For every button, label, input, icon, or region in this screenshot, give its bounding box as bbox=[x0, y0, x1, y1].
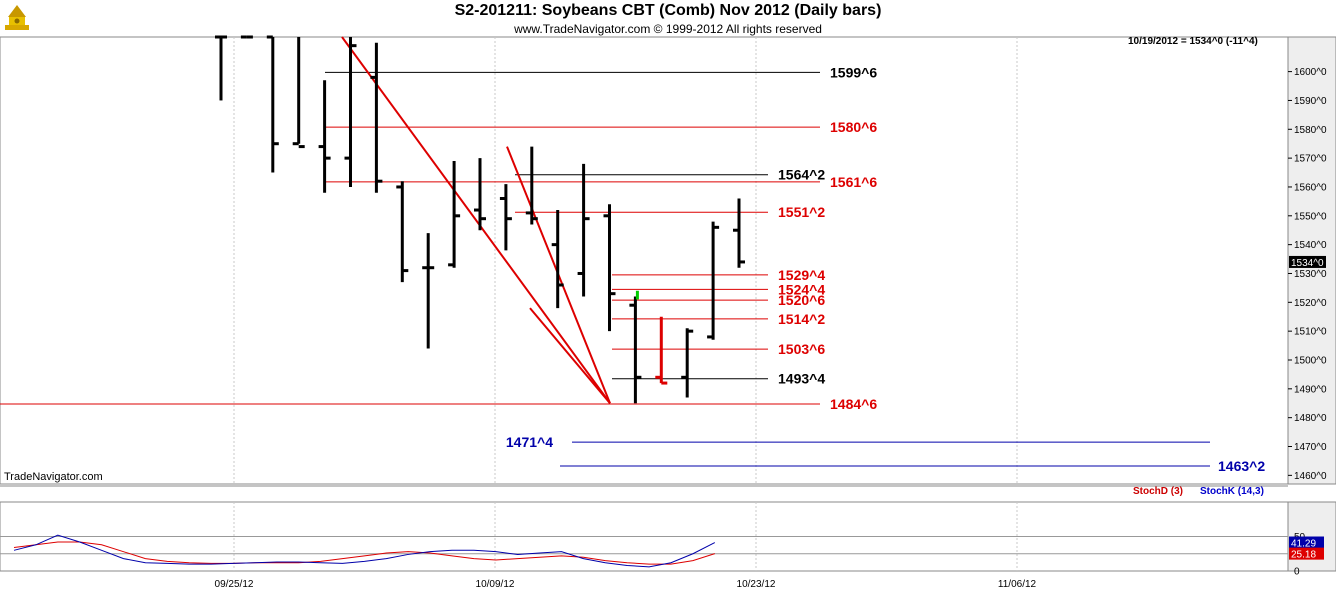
tradenavigator-logo-icon bbox=[2, 3, 32, 33]
level-label: 1599^6 bbox=[830, 64, 877, 80]
ohlc-bar bbox=[733, 198, 745, 268]
ohlc-bar bbox=[681, 328, 694, 398]
stochd-value: 25.18 bbox=[1291, 550, 1316, 561]
level-label: 1471^4 bbox=[506, 434, 553, 450]
ohlc-bar bbox=[629, 296, 642, 404]
x-tick-label: 10/09/12 bbox=[476, 579, 515, 590]
ohlc-bar bbox=[370, 42, 383, 193]
price-readout: 10/19/2012 = 1534^0 (-11^4) bbox=[1128, 36, 1258, 47]
ohlc-bar bbox=[499, 184, 512, 251]
ohlc-bar bbox=[318, 80, 331, 193]
ohlc-bar bbox=[422, 233, 435, 349]
stochk-value-box bbox=[1289, 536, 1324, 549]
chart-title: S2-201211: Soybeans CBT (Comb) Nov 2012 … bbox=[454, 2, 882, 19]
stoch-line-red bbox=[13, 541, 715, 565]
copyright-subtitle: www.TradeNavigator.com © 1999-2012 All r… bbox=[514, 22, 822, 36]
level-label: 1561^6 bbox=[830, 174, 877, 190]
y-tick-label: 1540^0 bbox=[1294, 240, 1327, 251]
y-tick-label: 1580^0 bbox=[1294, 125, 1327, 136]
y-tick-label: 1530^0 bbox=[1294, 269, 1327, 280]
y-tick-label: 1470^0 bbox=[1294, 442, 1327, 453]
ohlc-bar bbox=[215, 35, 227, 101]
ohlc-bar bbox=[266, 35, 279, 173]
y-tick-label: 1550^0 bbox=[1294, 211, 1327, 222]
ohlc-bar bbox=[396, 181, 409, 283]
ohlc-bar bbox=[292, 37, 305, 149]
ohlc-bar bbox=[603, 204, 616, 332]
legend-stochk: StochK (14,3) bbox=[1200, 486, 1264, 497]
x-tick-label: 10/23/12 bbox=[737, 579, 776, 590]
y-tick-label: 1600^0 bbox=[1294, 67, 1327, 78]
ohlc-bar bbox=[655, 316, 668, 385]
ohlc-bar bbox=[474, 158, 486, 231]
stochd-value-box bbox=[1289, 547, 1324, 560]
trendline-long bbox=[341, 36, 611, 404]
ohlc-bar bbox=[707, 221, 720, 340]
x-tick-label: 09/25/12 bbox=[215, 579, 254, 590]
stoch-line-blue bbox=[13, 534, 716, 568]
ohlc-bar bbox=[344, 37, 357, 187]
y-tick-label: 1560^0 bbox=[1294, 182, 1327, 193]
level-label: 1520^6 bbox=[778, 292, 825, 308]
legend-stochd: StochD (3) bbox=[1133, 486, 1183, 497]
level-label: 1493^4 bbox=[778, 371, 825, 387]
level-label: 1514^2 bbox=[778, 311, 825, 327]
y-tick-label: 1500^0 bbox=[1294, 355, 1327, 366]
level-label: 1529^4 bbox=[778, 267, 825, 283]
ohlc-bar bbox=[551, 210, 564, 309]
ohlc-bar bbox=[525, 146, 538, 225]
ohlc-bar bbox=[448, 161, 461, 268]
level-label: 1551^2 bbox=[778, 204, 825, 220]
level-label: 1564^2 bbox=[778, 167, 825, 183]
y-tick-label: 1460^0 bbox=[1294, 471, 1327, 482]
level-label: 1524^4 bbox=[778, 281, 825, 297]
y-tick-label: 1510^0 bbox=[1294, 327, 1327, 338]
x-tick-label: 11/06/12 bbox=[998, 579, 1037, 590]
last-price-label: 1534^0 bbox=[1291, 258, 1324, 269]
brand-label: TradeNavigator.com bbox=[4, 471, 103, 483]
y-tick-label: 1590^0 bbox=[1294, 96, 1327, 107]
level-label: 1463^2 bbox=[1218, 458, 1265, 474]
y-tick-label: 1520^0 bbox=[1294, 298, 1327, 309]
price-panel bbox=[0, 36, 1289, 485]
stochk-value: 41.29 bbox=[1291, 539, 1316, 550]
last-price-box bbox=[1289, 255, 1326, 268]
level-label: 1580^6 bbox=[830, 119, 877, 135]
level-label: 1503^6 bbox=[778, 341, 825, 357]
y-tick-label: 1490^0 bbox=[1294, 384, 1327, 395]
stoch-tick-label: 0 bbox=[1294, 567, 1300, 578]
y-tick-label: 1570^0 bbox=[1294, 154, 1327, 165]
trendline-return bbox=[529, 307, 611, 404]
level-label: 1484^6 bbox=[830, 396, 877, 412]
ohlc-bar bbox=[577, 163, 590, 297]
y-tick-label: 1480^0 bbox=[1294, 413, 1327, 424]
